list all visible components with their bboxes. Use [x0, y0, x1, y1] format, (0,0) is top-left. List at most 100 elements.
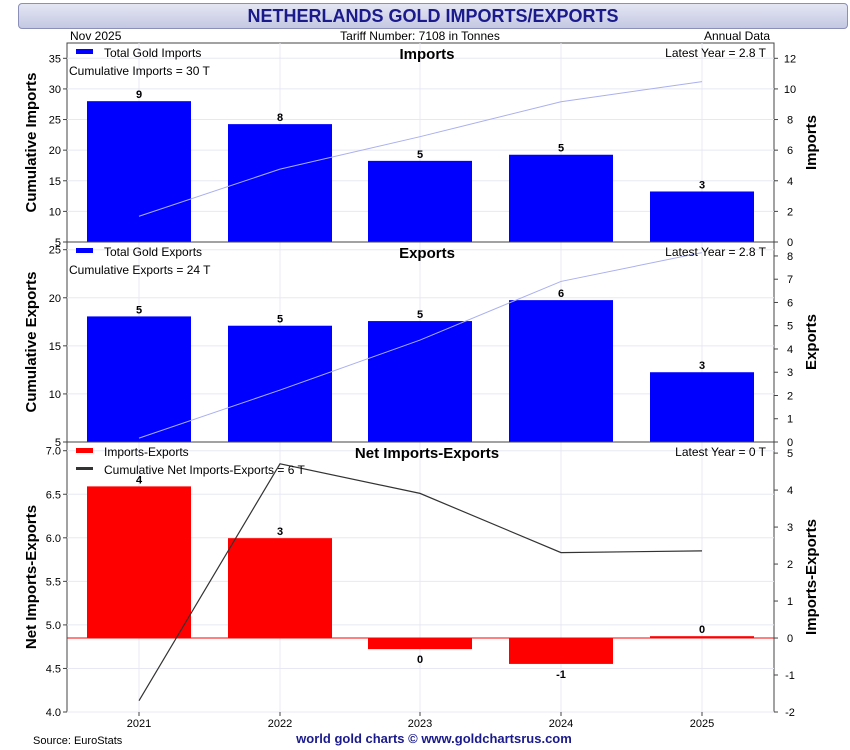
bar — [87, 101, 191, 243]
left-axis-tick-label: 20 — [49, 145, 61, 157]
right-axis-tick-label: 6 — [787, 297, 793, 309]
left-axis-label: Cumulative Exports — [23, 272, 40, 413]
footer-credit: world gold charts © www.goldchartsrus.co… — [295, 731, 572, 746]
left-axis-tick-label: 6.5 — [46, 489, 61, 501]
right-axis-label: Imports — [803, 115, 820, 170]
right-axis-tick-label: 1 — [787, 414, 793, 426]
right-axis-tick-label: 7 — [787, 274, 793, 286]
bar-data-label: 9 — [136, 89, 142, 101]
legend-swatch — [76, 49, 93, 54]
bar — [509, 300, 613, 442]
bar — [509, 154, 613, 242]
right-axis-tick-label: 4 — [787, 485, 793, 497]
left-axis-tick-label: 30 — [49, 84, 61, 96]
x-axis-tick-label: 2022 — [268, 718, 292, 730]
right-axis-tick-label: 2 — [787, 559, 793, 571]
bar — [368, 160, 472, 242]
cumulative-line — [138, 252, 703, 439]
cumulative-line — [138, 463, 703, 701]
legend-swatch — [76, 248, 93, 253]
right-axis-tick-label: 8 — [787, 251, 793, 263]
left-axis-tick-label: 15 — [49, 341, 61, 353]
right-axis-tick-label: 12 — [784, 53, 796, 65]
bar — [228, 325, 332, 442]
latest-year-label: Latest Year = 2.8 T — [665, 245, 767, 259]
cumulative-annotation: Cumulative Exports = 24 T — [69, 263, 211, 277]
bar-data-label: 5 — [277, 314, 283, 326]
left-axis-tick-label: 7.0 — [46, 446, 61, 458]
x-axis-tick-label: 2021 — [127, 718, 151, 730]
bar — [650, 372, 754, 442]
left-axis-tick-label: 4.0 — [46, 707, 61, 719]
left-axis-tick-label: 5 — [55, 237, 61, 249]
bar-data-label: 3 — [699, 360, 705, 372]
left-axis-tick-label: 5.0 — [46, 620, 61, 632]
right-axis-tick-label: 6 — [787, 145, 793, 157]
bar — [509, 638, 613, 664]
panel-title: Net Imports-Exports — [355, 445, 499, 462]
right-axis-tick-label: 2 — [787, 206, 793, 218]
panel-title: Imports — [399, 46, 454, 63]
right-axis-tick-label: -2 — [785, 707, 795, 719]
bar — [228, 124, 332, 242]
left-axis-tick-label: 20 — [49, 293, 61, 305]
header-frequency: Annual Data — [704, 29, 770, 43]
right-axis-tick-label: 0 — [787, 633, 793, 645]
x-axis-tick-label: 2024 — [549, 718, 573, 730]
right-axis-tick-label: 0 — [787, 437, 793, 449]
bar-data-label: 0 — [417, 654, 423, 666]
legend-entry: Total Gold Exports — [104, 245, 202, 259]
right-axis-tick-label: 4 — [787, 344, 793, 356]
right-axis-tick-label: 8 — [787, 115, 793, 127]
right-axis-label: Imports-Exports — [803, 519, 820, 635]
bar-data-label: 5 — [417, 309, 423, 321]
left-axis-tick-label: 35 — [49, 53, 61, 65]
bar-data-label: 8 — [277, 112, 283, 124]
bar-data-label: 4 — [136, 474, 143, 486]
bar — [650, 191, 754, 242]
bar-data-label: 5 — [417, 149, 423, 161]
left-axis-tick-label: 6.0 — [46, 533, 61, 545]
bar-data-label: -1 — [556, 669, 566, 681]
right-axis-tick-label: 5 — [787, 321, 793, 333]
left-axis-tick-label: 4.5 — [46, 663, 61, 675]
left-axis-tick-label: 15 — [49, 176, 61, 188]
x-axis-tick-label: 2023 — [408, 718, 432, 730]
bar — [87, 486, 191, 639]
bar — [228, 538, 332, 639]
right-axis-tick-label: 10 — [784, 84, 796, 96]
bar-data-label: 5 — [136, 304, 142, 316]
left-axis-tick-label: 10 — [49, 206, 61, 218]
header-date: Nov 2025 — [70, 29, 122, 43]
panel-title: Exports — [399, 245, 455, 262]
bar-data-label: 3 — [699, 179, 705, 191]
right-axis-tick-label: 3 — [787, 367, 793, 379]
left-axis-tick-label: 5.5 — [46, 576, 61, 588]
cumulative-line — [138, 81, 703, 217]
right-axis-label: Exports — [803, 314, 820, 370]
header-tariff: Tariff Number: 7108 in Tonnes — [340, 29, 500, 43]
bar-data-label: 3 — [277, 526, 283, 538]
x-axis-tick-label: 2025 — [690, 718, 714, 730]
right-axis-tick-label: -1 — [785, 670, 795, 682]
legend-swatch — [76, 467, 93, 470]
right-axis-tick-label: 2 — [787, 390, 793, 402]
left-axis-tick-label: 25 — [49, 245, 61, 257]
left-axis-label: Net Imports-Exports — [23, 505, 40, 649]
left-axis-label: Cumulative Imports — [23, 72, 40, 212]
bar — [368, 321, 472, 442]
latest-year-label: Latest Year = 2.8 T — [665, 46, 767, 60]
bar-data-label: 0 — [699, 624, 705, 636]
latest-year-label: Latest Year = 0 T — [675, 445, 767, 459]
right-axis-tick-label: 4 — [787, 176, 793, 188]
bar-data-label: 5 — [558, 143, 564, 155]
left-axis-tick-label: 10 — [49, 389, 61, 401]
bar — [87, 316, 191, 442]
bar — [368, 638, 472, 650]
left-axis-tick-label: 5 — [55, 437, 61, 449]
right-axis-tick-label: 3 — [787, 522, 793, 534]
cumulative-annotation: Cumulative Imports = 30 T — [69, 64, 211, 78]
